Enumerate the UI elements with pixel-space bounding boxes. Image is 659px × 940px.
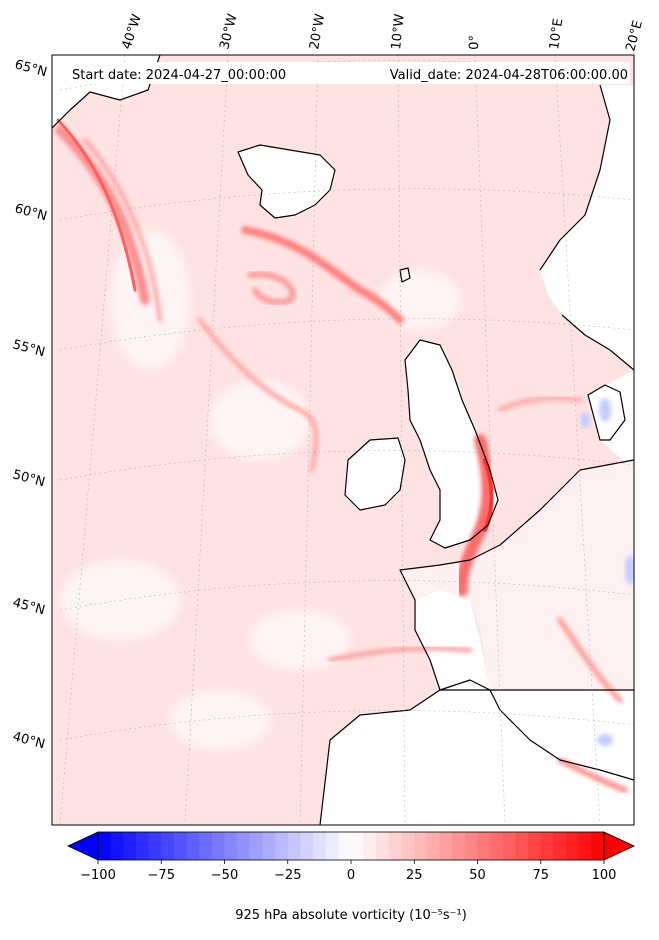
colorbar-cell bbox=[490, 832, 504, 860]
colorbar-cell bbox=[351, 832, 365, 860]
colorbar-cell bbox=[262, 832, 276, 860]
colorbar-tick-label: 100 bbox=[592, 868, 617, 883]
longitude-labels: 40°W 30°W 20°W 10°W 0° 10°E 20°E bbox=[120, 12, 646, 53]
colorbar-tick-label: −75 bbox=[148, 868, 175, 883]
colorbar-cell bbox=[388, 832, 403, 860]
colorbar-cell bbox=[123, 832, 137, 860]
colorbar-cell bbox=[401, 832, 415, 860]
denmark-baltic-coast bbox=[587, 384, 626, 441]
scandinavia-coast bbox=[539, 84, 634, 371]
colorbar-cell bbox=[464, 832, 478, 860]
lon-label-0: 0° bbox=[467, 35, 483, 50]
great-britain-coast bbox=[404, 339, 499, 549]
start-date-label: Start date: 2024-04-27_00:00:00 bbox=[72, 68, 286, 83]
colorbar-tick-label: 25 bbox=[406, 868, 423, 883]
colorbar-cell bbox=[98, 832, 112, 860]
colorbar-cell bbox=[502, 832, 516, 860]
colorbar-cell bbox=[275, 832, 289, 860]
lat-label-40n: 40°N bbox=[11, 729, 47, 752]
colorbar-cell bbox=[300, 832, 314, 860]
colorbar-tick-label: 75 bbox=[532, 868, 549, 883]
colorbar-cell bbox=[186, 832, 200, 860]
lat-label-50n: 50°N bbox=[11, 467, 47, 490]
colorbar-cell bbox=[135, 832, 150, 860]
colorbar-cell bbox=[363, 832, 377, 860]
positive-vorticity-streaks bbox=[55, 118, 628, 793]
colorbar-cell bbox=[528, 832, 542, 860]
colorbar-cell bbox=[376, 832, 390, 860]
colorbar-cell bbox=[553, 832, 567, 860]
colorbar-tick-label: −100 bbox=[80, 868, 116, 883]
colorbar-cell bbox=[325, 832, 339, 860]
iberia-coast bbox=[319, 689, 634, 825]
negative-vorticity-spots bbox=[580, 398, 634, 746]
colorbar-cell bbox=[211, 832, 225, 860]
colorbar-cell bbox=[338, 832, 352, 860]
ireland-coast bbox=[344, 437, 406, 511]
colorbar-cell bbox=[566, 832, 580, 860]
colorbar-cell bbox=[540, 832, 554, 860]
lat-label-55n: 55°N bbox=[11, 337, 47, 360]
map-frame bbox=[51, 54, 635, 826]
colorbar-cell bbox=[439, 832, 453, 860]
latitude-labels: 65°N 60°N 55°N 50°N 45°N 40°N bbox=[11, 57, 49, 752]
colorbar-cell bbox=[237, 832, 251, 860]
colorbar-cell bbox=[287, 832, 301, 860]
colorbar-cell bbox=[477, 832, 491, 860]
colorbar-tick-label: 0 bbox=[347, 868, 355, 883]
colorbar-tick-label: −25 bbox=[274, 868, 301, 883]
lon-label-10w: 10°W bbox=[389, 13, 408, 50]
iceland-coast bbox=[237, 144, 336, 219]
map-panel bbox=[52, 55, 634, 825]
colorbar-cell bbox=[414, 832, 428, 860]
colorbar-cell bbox=[313, 832, 327, 860]
colorbar: −100 −75 −50 −25 0 25 50 75 100 925 hPa absolute… bbox=[67, 831, 635, 923]
colorbar-cell bbox=[173, 832, 188, 860]
lon-label-20w: 20°W bbox=[307, 13, 328, 51]
colorbar-extend-high bbox=[603, 831, 635, 861]
lon-label-10e: 10°E bbox=[547, 18, 566, 51]
colorbar-cell bbox=[426, 832, 441, 860]
lon-label-40w: 40°W bbox=[120, 12, 145, 51]
graticule bbox=[59, 55, 634, 825]
header-strip bbox=[66, 62, 630, 84]
greenland-coast bbox=[52, 55, 161, 129]
colorbar-cell bbox=[199, 832, 213, 860]
colorbar-cell bbox=[224, 832, 238, 860]
colorbar-cell bbox=[578, 832, 592, 860]
lat-label-60n: 60°N bbox=[13, 201, 49, 224]
valid-date-label: Valid_date: 2024-04-28T06:00:00.00 bbox=[390, 68, 628, 83]
coastlines bbox=[52, 55, 634, 825]
colorbar-label: 925 hPa absolute vorticity (10⁻⁵s⁻¹) bbox=[235, 908, 467, 923]
colorbar-cell bbox=[148, 832, 162, 860]
continental-coast bbox=[399, 459, 634, 691]
lat-label-45n: 45°N bbox=[11, 595, 47, 618]
colorbar-cells bbox=[98, 832, 605, 860]
colorbar-extend-low bbox=[67, 831, 99, 861]
lat-label-65n: 65°N bbox=[13, 57, 49, 80]
faroe-coast bbox=[399, 267, 411, 283]
colorbar-cell bbox=[110, 832, 124, 860]
colorbar-cell bbox=[161, 832, 175, 860]
colorbar-tick-label: −50 bbox=[211, 868, 238, 883]
colorbar-cell bbox=[452, 832, 466, 860]
colorbar-ticks: −100 −75 −50 −25 0 25 50 75 100 bbox=[80, 860, 616, 883]
lon-label-30w: 30°W bbox=[217, 12, 240, 51]
colorbar-cell bbox=[249, 832, 263, 860]
colorbar-cell bbox=[591, 832, 605, 860]
colorbar-tick-label: 50 bbox=[469, 868, 486, 883]
lon-label-20e: 20°E bbox=[623, 19, 646, 53]
colorbar-cell bbox=[515, 832, 529, 860]
